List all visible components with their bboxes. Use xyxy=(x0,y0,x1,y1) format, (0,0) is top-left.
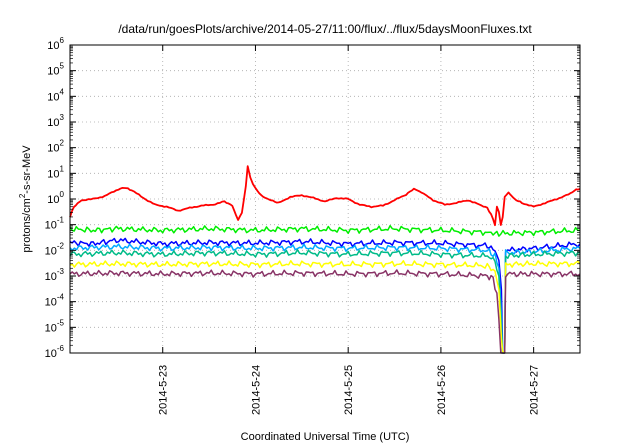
x-tick-label: 2014-5-27 xyxy=(529,365,541,415)
series-line xyxy=(69,243,581,354)
y-tick-label: 10-3 xyxy=(45,267,65,283)
x-tick-label: 2014-5-24 xyxy=(250,365,262,415)
y-tick-label: 103 xyxy=(47,113,64,129)
y-axis-label: protons/cm2-s-sr-MeV xyxy=(18,145,33,253)
y-tick-label: 10-5 xyxy=(45,318,65,334)
y-tick-label: 10-2 xyxy=(45,241,65,257)
y-tick-label: 105 xyxy=(47,62,64,78)
y-tick-label: 10-4 xyxy=(45,293,65,309)
x-axis: 2014-5-23 2014-5-24 2014-5-25 2014-5-26 2014… xyxy=(158,45,541,415)
y-tick-label: 106 xyxy=(47,36,64,52)
x-tick-label: 2014-5-25 xyxy=(343,365,355,415)
series-line xyxy=(69,165,581,227)
x-tick-label: 2014-5-23 xyxy=(158,365,170,415)
y-tick-label: 10-1 xyxy=(45,216,65,232)
series-line xyxy=(69,237,581,354)
chart-title: /data/run/goesPlots/archive/2014-05-27/1… xyxy=(118,22,532,36)
y-tick-label: 101 xyxy=(47,164,64,180)
y-tick-label: 104 xyxy=(47,87,64,103)
y-tick-label: 10-6 xyxy=(45,344,65,360)
x-tick-label: 2014-5-26 xyxy=(436,365,448,415)
series-group xyxy=(69,165,581,354)
series-line xyxy=(69,224,580,237)
series-line xyxy=(69,269,581,354)
y-axis: 10-6 10-5 10-4 10-3 10-2 10-1 100 101 102 103 104 1… xyxy=(45,36,580,360)
y-tick-label: 102 xyxy=(47,139,64,155)
series-line xyxy=(69,260,581,354)
x-axis-label: Coordinated Universal Time (UTC) xyxy=(241,431,410,443)
series-line xyxy=(69,249,581,354)
y-tick-label: 100 xyxy=(47,190,64,206)
